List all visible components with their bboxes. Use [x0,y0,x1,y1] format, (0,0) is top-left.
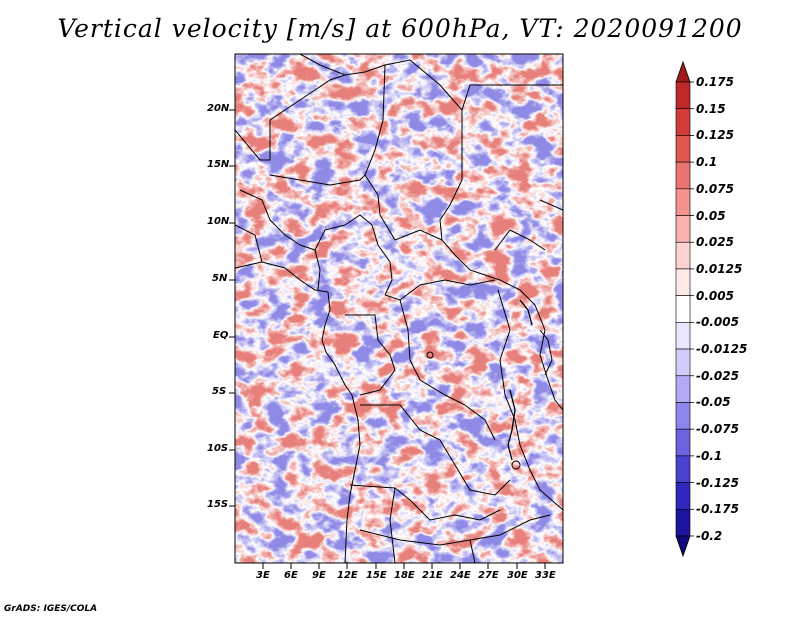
lon-label: 9E [312,570,326,581]
lat-label: 10N [207,216,230,227]
colorbar-label: -0.075 [696,422,739,437]
colorbar-label: 0.1 [696,155,718,170]
colorbar-label: 0.175 [696,75,734,89]
colorbar-swatch [675,375,691,403]
lon-label: 27E [478,570,499,581]
lat-label: 20N [207,103,230,114]
map-title: Vertical velocity [m/s] at 600hPa, VT: 2… [57,14,743,43]
colorbar-swatch [675,268,691,296]
colorbar-swatch [675,81,691,110]
colorbar-swatch [675,188,691,216]
colorbar-label: -0.0125 [696,342,748,357]
colorbar-swatch [675,161,691,190]
colorbar-swatch [675,295,691,323]
lat-label: 15N [207,159,230,170]
colorbar-swatch [675,455,691,483]
lon-label: 33E [535,570,556,581]
colorbar-swatch [675,108,691,136]
lon-label: 15E [366,570,387,581]
colorbar-label: 0.025 [696,235,734,250]
colorbar-label: 0.0125 [696,261,743,276]
lon-label: 6E [284,570,298,581]
colorbar-swatch [675,482,691,510]
colorbar-label: -0.175 [696,502,739,517]
colorbar-swatch [675,428,691,457]
colorbar-label: -0.2 [696,529,723,543]
colorbar-label: 0.075 [696,181,734,196]
map-panel [234,53,564,564]
colorbar-swatch [675,508,691,537]
lat-label: 10S [207,443,229,454]
colorbar-label: 0.125 [696,128,734,143]
colorbar-swatch [675,215,691,243]
axis-ticks [229,109,546,569]
colorbar-top-arrow [675,60,691,83]
lat-label: EQ [213,330,229,341]
colorbar-label: -0.005 [696,315,739,330]
colorbar-label: 0.15 [696,101,726,116]
colorbar-swatch [675,348,691,377]
velocity-field [235,54,563,563]
colorbar [675,60,694,558]
colorbar-swatch [675,322,691,350]
colorbar-label: -0.05 [696,395,731,410]
colorbar-label: 0.005 [696,288,734,303]
colorbar-swatch [675,135,691,163]
lat-label: 5N [212,273,228,284]
colorbar-bottom-arrow [675,535,691,558]
country-borders [235,54,563,563]
lon-label: 24E [450,570,471,581]
colorbar-label: -0.1 [696,448,723,463]
lat-label: 5S [212,386,227,397]
lon-label: 30E [507,570,528,581]
lat-label: 15S [207,499,229,510]
map-frame [234,53,564,564]
credit-text: GrADS: IGES/COLA [4,604,98,614]
lon-label: 21E [422,570,443,581]
lon-label: 18E [394,570,415,581]
colorbar-swatch [675,241,691,270]
lon-label: 3E [256,570,270,581]
colorbar-swatch [675,402,691,430]
colorbar-label: -0.125 [696,475,739,490]
colorbar-label: -0.025 [696,368,739,383]
lon-label: 12E [337,570,358,581]
colorbar-label: 0.05 [696,208,726,223]
